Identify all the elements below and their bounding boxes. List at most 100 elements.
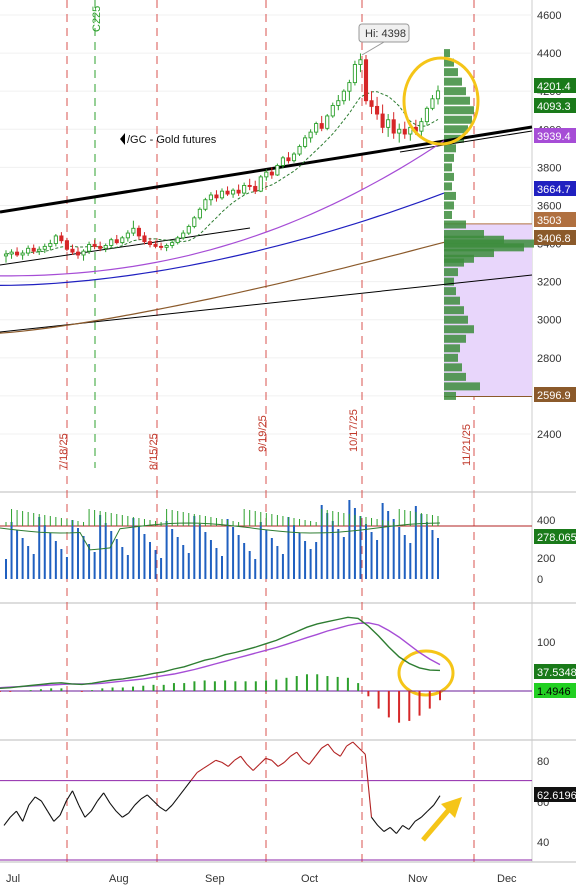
rsi-segment (283, 755, 291, 763)
price-tag-sma-long: 3406.8 (537, 233, 571, 245)
volume-profile-bar (444, 115, 472, 124)
volume-bar (387, 511, 390, 579)
price-tag-va-high-bg (534, 212, 576, 227)
rsi-segment (190, 772, 198, 782)
rsi-segment (209, 759, 217, 765)
volume-bar (27, 546, 30, 579)
candle-body (109, 239, 114, 246)
candle-body (352, 64, 357, 84)
candle-body (142, 235, 147, 243)
volume-bar (54, 541, 57, 579)
volume-bar (287, 517, 290, 579)
volume-bar (293, 525, 295, 579)
volume-bar (149, 542, 151, 579)
volume-bar (398, 527, 401, 579)
x-label-aug: Aug (109, 873, 129, 885)
volume-bar (143, 534, 146, 579)
candle-body (170, 242, 175, 246)
rsi-segment (221, 761, 229, 767)
volume-bar (49, 533, 52, 579)
candle-body (347, 82, 352, 92)
volume-bar (60, 549, 63, 579)
rsi-segment (196, 768, 204, 773)
volume-profile-bar (444, 344, 460, 353)
volume-profile-bar (444, 287, 456, 296)
candle-body (275, 165, 280, 176)
rsi-segment (103, 792, 111, 804)
price-tag-sma-slow-bg (534, 181, 576, 196)
rsi-segment (47, 810, 55, 822)
volume-bar (425, 522, 428, 579)
volume-bar (176, 537, 179, 579)
volume-bar (431, 530, 434, 579)
volume-bar (43, 525, 46, 579)
volume-bar (82, 536, 85, 579)
volume-bar (65, 557, 68, 579)
candle-body (303, 137, 308, 147)
rsi-segment (364, 754, 373, 818)
rsi-segment (321, 743, 329, 749)
volume-profile-bar (444, 334, 466, 343)
volume-profile-bar (444, 182, 452, 191)
rsi-segment (420, 810, 428, 818)
rsi-segment (22, 804, 30, 822)
candle-body (75, 251, 81, 256)
candle-body (391, 119, 396, 134)
volume-profile-bar (444, 77, 462, 86)
volume-bar (359, 516, 362, 579)
volume-profile-bar (444, 201, 454, 210)
x-label-nov: Nov (408, 873, 428, 885)
price-tag-sma-fast-bg (534, 98, 576, 113)
candle-body (297, 145, 302, 155)
price-tick-label: 4600 (537, 10, 561, 22)
candle-body (380, 113, 385, 128)
candle-body (358, 59, 363, 65)
candle-body (53, 235, 58, 244)
volume-profile-bar (444, 353, 458, 362)
rsi-segment (84, 810, 92, 818)
candle-body (181, 232, 186, 239)
candle-body (48, 243, 53, 247)
candle-body (286, 157, 291, 162)
price-tag-sma-mid: 3939.4 (537, 131, 571, 143)
volume-profile-bar (444, 87, 466, 96)
price-tick-label: 3800 (537, 162, 561, 174)
candle-body (225, 190, 230, 195)
price-tag-sma-mid-bg (534, 128, 576, 143)
candle-body (258, 176, 263, 192)
volume-profile-bar (444, 372, 466, 381)
price-tick-label: 3600 (537, 200, 561, 212)
rsi-segment (203, 763, 210, 769)
volume-profile-bar (444, 230, 484, 239)
volume-bar (409, 543, 412, 579)
rsi-segment (78, 804, 86, 818)
candle-body (120, 237, 125, 244)
candle-body (424, 107, 429, 123)
rsi-segment (59, 800, 67, 816)
candle-body (291, 153, 297, 162)
rsi-segment (402, 824, 410, 830)
candle-body (175, 237, 180, 244)
sma-slow-line (0, 192, 445, 286)
candle-body (15, 251, 20, 256)
candle-body (314, 123, 319, 133)
volume-bar (326, 513, 329, 579)
rsi-segment (9, 810, 17, 818)
volume-bar (237, 535, 240, 579)
price-tag-va-low-bg (534, 387, 576, 402)
rsi-segment (227, 759, 235, 767)
date-marker-4: 10/17/25 (348, 409, 360, 452)
macd-signal-tag: 1.4946 (537, 686, 571, 698)
rsi-segment (159, 806, 167, 812)
volume-bar (353, 508, 356, 579)
volume-bar (38, 517, 41, 579)
rsi-tag: 62.6196 (537, 790, 576, 802)
candle-body (103, 244, 108, 249)
volume-profile-bar (444, 153, 454, 162)
candle-body (203, 199, 208, 210)
volume-bar (270, 538, 273, 579)
price-tick-label: 2400 (537, 429, 561, 441)
volume-bar (121, 547, 124, 579)
macd-tag-bg (534, 664, 576, 679)
candle-body (253, 185, 258, 192)
